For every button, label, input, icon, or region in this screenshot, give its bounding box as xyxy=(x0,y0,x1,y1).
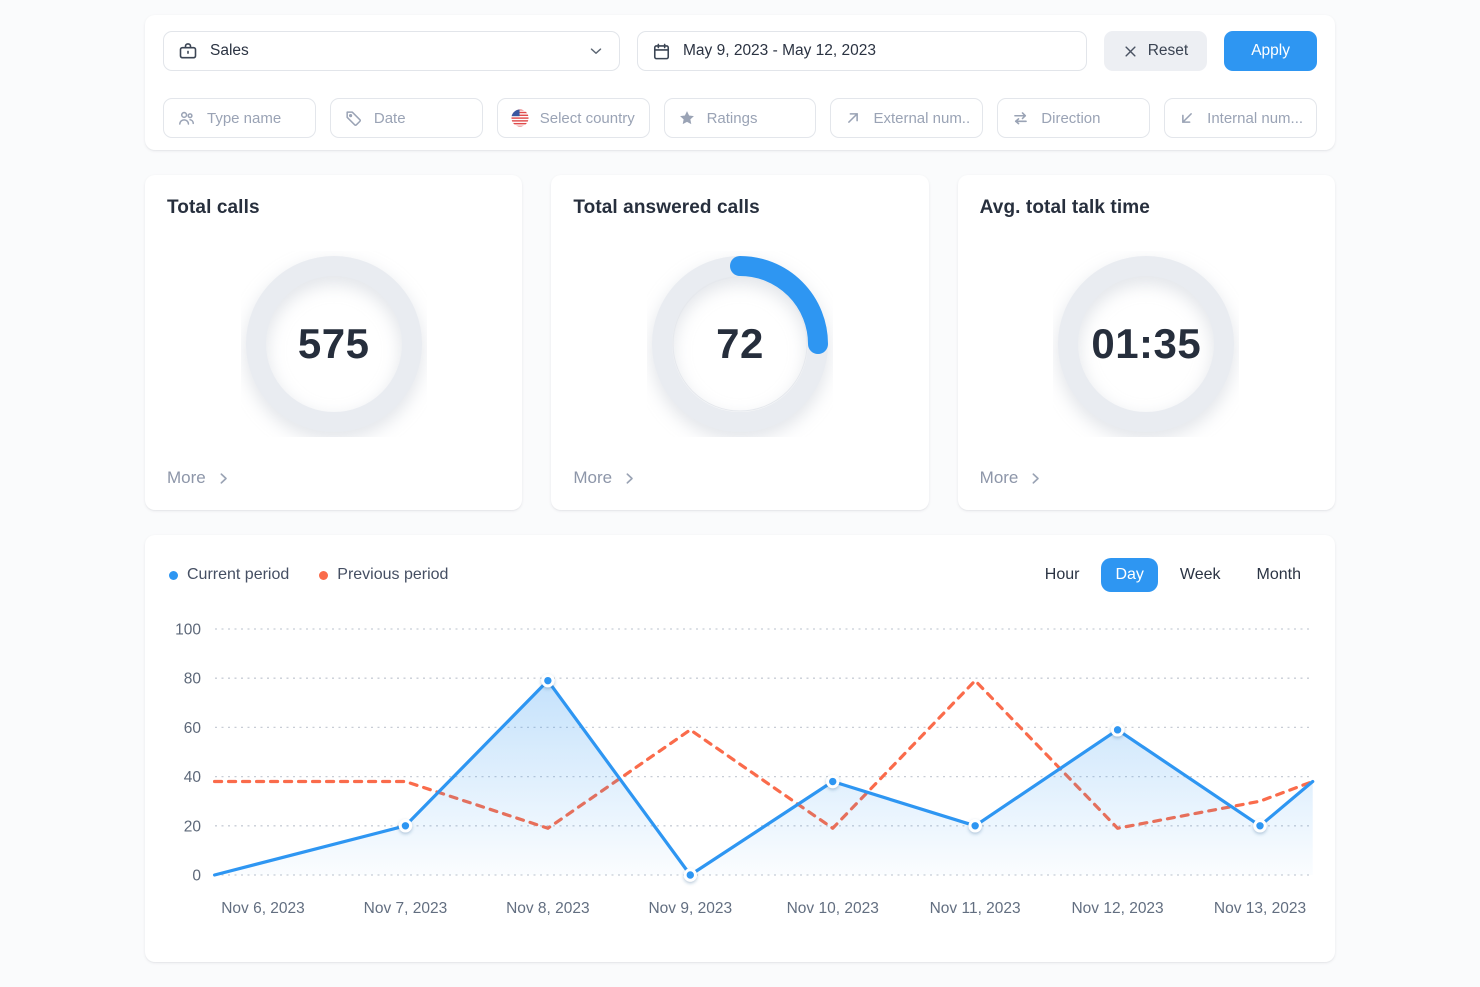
reset-button[interactable]: Reset xyxy=(1103,31,1208,71)
more-link-label: More xyxy=(167,468,206,487)
apply-button[interactable]: Apply xyxy=(1224,31,1317,71)
chevron-right-icon xyxy=(220,472,227,484)
filter-chip-label: Direction xyxy=(1041,109,1101,127)
calendar-icon xyxy=(652,42,671,61)
tab-month[interactable]: Month xyxy=(1243,558,1315,592)
kpi-donut-avg-talk-time: 01:35 xyxy=(1053,251,1239,437)
chart-legend: Current period Previous period xyxy=(165,566,448,584)
svg-text:Nov 7, 2023: Nov 7, 2023 xyxy=(364,900,448,917)
filter-chip-label: Internal num... xyxy=(1207,109,1304,127)
filter-chip-internal-number[interactable]: Internal num... xyxy=(1164,98,1318,138)
dashboard-page: Sales May 9, 2023 - May 12, 2023 Reset A… xyxy=(145,0,1335,962)
filter-chip-label: Date xyxy=(373,109,406,127)
date-range-value: May 9, 2023 - May 12, 2023 xyxy=(683,42,877,59)
legend-label: Previous period xyxy=(337,566,449,583)
kpi-card-total-answered-calls: Total answered calls 72 More xyxy=(551,175,929,510)
kpi-title: Total calls xyxy=(167,197,260,218)
kpi-card-avg-talk-time: Avg. total talk time 01:35 More xyxy=(957,175,1335,510)
legend-dot-current xyxy=(169,570,178,580)
filter-chip-external-number[interactable]: External num.. xyxy=(830,98,984,138)
date-range-picker[interactable]: May 9, 2023 - May 12, 2023 xyxy=(637,31,1087,71)
more-link[interactable]: More xyxy=(980,468,1044,488)
legend-dot-previous xyxy=(319,570,329,580)
more-link-label: More xyxy=(979,468,1019,487)
tab-day[interactable]: Day xyxy=(1101,558,1158,592)
apply-button-label: Apply xyxy=(1251,42,1290,59)
arrow-down-left-icon xyxy=(1178,109,1196,127)
filter-chips-row: Type name Date Select country Ratings xyxy=(163,98,1318,138)
kpi-value: 575 xyxy=(297,319,370,367)
filter-chip-date[interactable]: Date xyxy=(329,98,483,138)
kpi-title: Avg. total talk time xyxy=(979,197,1150,218)
filter-toolbar: Sales May 9, 2023 - May 12, 2023 Reset A… xyxy=(145,15,1335,150)
reset-button-label: Reset xyxy=(1147,42,1189,59)
kpi-value: 72 xyxy=(716,319,764,367)
more-link-label: More xyxy=(573,468,613,487)
star-icon xyxy=(678,109,696,127)
svg-text:Nov 13, 2023: Nov 13, 2023 xyxy=(1214,900,1306,917)
more-link[interactable]: More xyxy=(167,468,231,488)
kpi-title: Total answered calls xyxy=(573,197,760,218)
filter-chip-label: Ratings xyxy=(706,109,758,127)
department-select-value: Sales xyxy=(210,42,249,59)
svg-text:60: 60 xyxy=(184,720,202,737)
chevron-right-icon xyxy=(1032,472,1040,484)
department-select[interactable]: Sales xyxy=(163,31,620,71)
kpi-cards-row: Total calls 575 More Total answered call… xyxy=(145,175,1335,510)
filter-chip-label: Type name xyxy=(207,109,282,127)
arrows-swap-icon xyxy=(1011,109,1030,128)
kpi-donut-total-calls: 575 xyxy=(241,251,427,437)
svg-text:40: 40 xyxy=(184,769,202,786)
trend-chart-svg: 0 20 40 60 80 100 Nov 6, 2023 Nov 7, 2023 Nov 8,… xyxy=(175,622,1315,917)
svg-text:80: 80 xyxy=(184,671,202,688)
kpi-donut-answered-calls: 72 xyxy=(647,251,833,437)
svg-text:20: 20 xyxy=(184,818,202,835)
briefcase-icon xyxy=(178,41,198,61)
trend-chart: 0 20 40 60 80 100 Nov 6, 2023 Nov 7, 2023 Nov 8,… xyxy=(165,607,1315,939)
kpi-card-total-calls: Total calls 575 More xyxy=(145,175,523,510)
svg-text:100: 100 xyxy=(175,622,201,639)
chart-header: Current period Previous period Hour Day … xyxy=(165,555,1315,595)
tag-icon xyxy=(344,109,363,128)
filter-chip-label: External num.. xyxy=(873,109,971,127)
legend-item-current-period[interactable]: Current period xyxy=(169,566,289,584)
arrow-up-right-icon xyxy=(844,109,862,127)
kpi-value: 01:35 xyxy=(1091,319,1202,367)
chevron-right-icon xyxy=(626,472,633,484)
filter-chip-label: Select country xyxy=(539,109,635,127)
close-icon xyxy=(1123,44,1138,59)
filter-chip-direction[interactable]: Direction xyxy=(997,98,1151,138)
svg-text:Nov 12, 2023: Nov 12, 2023 xyxy=(1071,900,1163,917)
tab-hour[interactable]: Hour xyxy=(1031,558,1094,592)
filter-chip-country[interactable]: Select country xyxy=(496,98,650,138)
us-flag-icon xyxy=(511,109,529,127)
chevron-down-icon xyxy=(587,42,605,60)
filter-chip-ratings[interactable]: Ratings xyxy=(663,98,817,138)
more-link[interactable]: More xyxy=(573,468,637,488)
granularity-tabs: Hour Day Week Month xyxy=(1031,558,1315,592)
svg-text:Nov 8, 2023: Nov 8, 2023 xyxy=(506,900,590,917)
filter-chip-type-name[interactable]: Type name xyxy=(163,98,316,138)
svg-text:Nov 11, 2023: Nov 11, 2023 xyxy=(930,900,1021,917)
controls-row: Sales May 9, 2023 - May 12, 2023 Reset A… xyxy=(163,31,1317,71)
svg-text:Nov 10, 2023: Nov 10, 2023 xyxy=(787,900,879,917)
legend-label: Current period xyxy=(187,566,290,583)
svg-text:Nov 6, 2023: Nov 6, 2023 xyxy=(221,900,305,917)
calls-trend-card: Current period Previous period Hour Day … xyxy=(145,535,1335,962)
svg-text:0: 0 xyxy=(192,868,201,885)
users-icon xyxy=(177,109,196,128)
tab-week[interactable]: Week xyxy=(1166,558,1235,592)
svg-text:Nov 9, 2023: Nov 9, 2023 xyxy=(648,900,732,917)
legend-item-previous-period[interactable]: Previous period xyxy=(319,566,448,584)
